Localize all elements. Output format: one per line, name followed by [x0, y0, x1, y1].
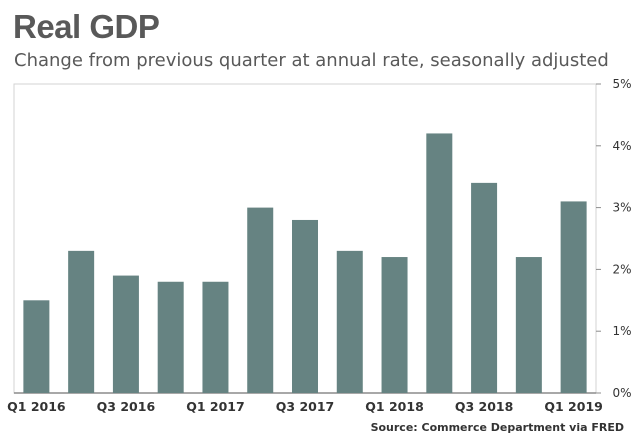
- x-tick-label: Q1 2017: [186, 399, 244, 414]
- bar-q4-2018: [515, 257, 542, 393]
- bar-q3-2016: [112, 275, 139, 393]
- y-axis: 0% 1% 2% 3% 4% 5%: [596, 77, 632, 400]
- source-note: Source: Commerce Department via FRED: [370, 421, 624, 434]
- bars-group: [23, 133, 587, 393]
- bar-q1-2016: [23, 300, 50, 393]
- x-tick-label: Q1 2018: [365, 399, 423, 414]
- bar-q2-2016: [68, 250, 95, 393]
- bar-q4-2016: [157, 281, 184, 393]
- x-tick-label: Q1 2019: [544, 399, 602, 414]
- y-tick-label: 5%: [612, 77, 631, 91]
- x-tick-label: Q3 2018: [455, 399, 513, 414]
- y-tick-label: 2%: [612, 262, 631, 276]
- chart-subtitle: Change from previous quarter at annual r…: [14, 50, 609, 71]
- bar-q1-2019: [560, 201, 587, 393]
- bar-q2-2018: [426, 133, 453, 393]
- x-tick-label: Q3 2017: [276, 399, 334, 414]
- x-tick-label: Q3 2016: [97, 399, 156, 414]
- bar-q2-2017: [247, 207, 274, 393]
- bar-q1-2018: [381, 257, 408, 393]
- y-tick-label: 0%: [612, 386, 631, 400]
- bar-q4-2017: [336, 250, 363, 393]
- bar-q1-2017: [202, 281, 229, 393]
- y-tick-label: 4%: [612, 139, 631, 153]
- x-axis: Q1 2016 Q3 2016 Q1 2017 Q3 2017 Q1 2018 Q3 20…: [7, 399, 603, 414]
- bar-q3-2018: [471, 182, 498, 393]
- y-tick-label: 1%: [612, 324, 631, 338]
- chart-title: Real GDP: [13, 8, 160, 45]
- bar-q3-2017: [292, 219, 318, 393]
- x-tick-label: Q1 2016: [7, 399, 66, 414]
- y-tick-label: 3%: [612, 201, 631, 215]
